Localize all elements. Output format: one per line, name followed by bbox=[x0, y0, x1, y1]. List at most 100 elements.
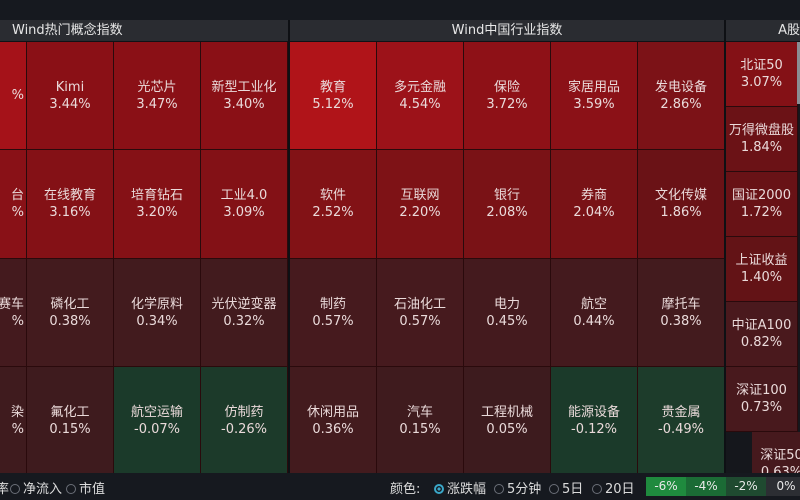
index-tile[interactable]: 文化传媒 1.86% bbox=[638, 150, 725, 259]
tile-name: 多元金融 bbox=[393, 79, 446, 95]
index-tile[interactable]: 培育钻石 3.20% bbox=[114, 150, 201, 259]
index-tile[interactable]: 在线教育 3.16% bbox=[27, 150, 114, 259]
index-tile[interactable]: 赛车% bbox=[0, 259, 27, 367]
tile-change-pct: 1.84% bbox=[740, 140, 783, 155]
index-tile[interactable]: 银行 2.08% bbox=[464, 150, 551, 259]
index-tile[interactable]: 航空运输 -0.07% bbox=[114, 367, 201, 475]
index-tile[interactable]: 摩托车 0.38% bbox=[638, 259, 725, 367]
index-tile[interactable]: 台% bbox=[0, 150, 27, 259]
tile-name: 工业4.0 bbox=[220, 188, 268, 203]
index-tile[interactable]: 磷化工 0.38% bbox=[27, 259, 114, 367]
index-tile[interactable]: 氟化工 0.15% bbox=[27, 367, 114, 475]
index-tile[interactable]: 能源设备 -0.12% bbox=[551, 367, 638, 475]
index-tile[interactable]: 光伏逆变器 0.32% bbox=[201, 259, 288, 367]
tile-change-pct: 0.36% bbox=[312, 421, 354, 437]
size-option-net-inflow[interactable]: 净流入 bbox=[10, 478, 62, 497]
panel-title-text: Wind中国行业指数 bbox=[451, 23, 563, 38]
option-label: 5分钟 bbox=[507, 482, 542, 497]
tile-change-pct: 2.86% bbox=[660, 96, 702, 112]
panel-title: A股 bbox=[726, 20, 800, 42]
tile-change-pct: 1.40% bbox=[740, 270, 783, 285]
top-bar bbox=[0, 0, 800, 20]
index-tile[interactable]: 光芯片 3.47% bbox=[114, 42, 201, 150]
index-tile[interactable]: 贵金属 -0.49% bbox=[638, 367, 725, 475]
color-option-change[interactable]: 涨跌幅 bbox=[434, 478, 486, 497]
tile-change-pct: 0.05% bbox=[486, 421, 528, 437]
tile-change-pct: 0.32% bbox=[223, 313, 265, 329]
index-tile[interactable]: 深证100 0.73% bbox=[726, 367, 798, 432]
index-tile[interactable]: 互联网 2.20% bbox=[377, 150, 464, 259]
index-tile[interactable]: 教育 5.12% bbox=[290, 42, 377, 150]
size-option-market-cap[interactable]: 市值 bbox=[66, 478, 105, 497]
index-tile[interactable]: 家居用品 3.59% bbox=[551, 42, 638, 150]
scrollbar-thumb[interactable] bbox=[797, 42, 800, 104]
radio-icon[interactable] bbox=[494, 484, 504, 494]
tile-name: 贵金属 bbox=[661, 404, 701, 420]
option-label: 涨跌幅 bbox=[447, 482, 487, 497]
index-tile[interactable]: 化学原料 0.34% bbox=[114, 259, 201, 367]
legend-swatch: 0% bbox=[766, 477, 800, 496]
index-tile[interactable]: 工程机械 0.05% bbox=[464, 367, 551, 475]
tile-change-pct: 2.08% bbox=[486, 205, 528, 220]
index-tile[interactable]: 制药 0.57% bbox=[290, 259, 377, 367]
index-tile[interactable]: 发电设备 2.86% bbox=[638, 42, 725, 150]
tile-name: 发电设备 bbox=[654, 79, 707, 95]
radio-icon[interactable] bbox=[66, 484, 76, 494]
tile-change-pct: 1.72% bbox=[740, 205, 783, 220]
tile-change-pct: 2.52% bbox=[312, 205, 354, 220]
index-tile[interactable]: 万得微盘股 1.84% bbox=[726, 107, 798, 172]
index-tile[interactable]: 染% bbox=[0, 367, 27, 475]
index-tile[interactable]: 工业4.0 3.09% bbox=[201, 150, 288, 259]
tile-name: 工程机械 bbox=[480, 404, 533, 420]
tile-change-pct: -0.12% bbox=[571, 421, 617, 437]
tile-change-pct: % bbox=[11, 88, 24, 103]
radio-icon[interactable] bbox=[592, 484, 602, 494]
index-tile[interactable]: 北证50 3.07% bbox=[726, 42, 798, 107]
option-label: 率 bbox=[0, 482, 10, 497]
tile-name: 航空 bbox=[580, 296, 607, 312]
tile-name: 石油化工 bbox=[393, 296, 446, 312]
color-option-20day[interactable]: 20日 bbox=[592, 478, 635, 497]
size-option-rate[interactable]: 率 bbox=[0, 478, 9, 497]
tile-change-pct: 2.20% bbox=[399, 205, 441, 220]
tile-change-pct: 0.44% bbox=[573, 313, 615, 329]
tile-name: 台 bbox=[10, 188, 24, 203]
index-tile[interactable]: 中证A100 0.82% bbox=[726, 302, 798, 367]
index-tile[interactable]: % bbox=[0, 42, 27, 150]
index-tile[interactable]: 新型工业化 3.40% bbox=[201, 42, 288, 150]
tile-name: 赛车 bbox=[0, 296, 24, 312]
tile-name: 能源设备 bbox=[567, 404, 620, 420]
radio-selected-icon[interactable] bbox=[434, 484, 444, 494]
index-tile[interactable]: 仿制药 -0.26% bbox=[201, 367, 288, 475]
tile-name: 万得微盘股 bbox=[728, 123, 794, 138]
index-tile[interactable]: 保险 3.72% bbox=[464, 42, 551, 150]
tile-change-pct: 0.45% bbox=[486, 313, 528, 329]
color-option-5day[interactable]: 5日 bbox=[549, 478, 583, 497]
option-label: 20日 bbox=[605, 482, 635, 497]
color-scale-legend: -6% -4% -2% 0% bbox=[646, 477, 800, 496]
index-tile[interactable]: 上证收益 1.40% bbox=[726, 237, 798, 302]
radio-icon[interactable] bbox=[549, 484, 559, 494]
index-tile[interactable]: Kimi 3.44% bbox=[27, 42, 114, 150]
tile-name: 电力 bbox=[493, 296, 520, 312]
index-tile[interactable]: 汽车 0.15% bbox=[377, 367, 464, 475]
tile-change-pct: 3.20% bbox=[136, 205, 178, 220]
color-option-5min[interactable]: 5分钟 bbox=[494, 478, 541, 497]
tile-name: 培育钻石 bbox=[130, 188, 183, 203]
panel-industry-indices: Wind中国行业指数 教育 5.12% 多元金融 4.54% 保险 3.72% 家居用品 3.… bbox=[290, 20, 725, 475]
index-tile[interactable]: 休闲用品 0.36% bbox=[290, 367, 377, 475]
radio-icon[interactable] bbox=[10, 484, 20, 494]
index-tile[interactable]: 软件 2.52% bbox=[290, 150, 377, 259]
index-tile[interactable]: 石油化工 0.57% bbox=[377, 259, 464, 367]
tile-change-pct: 3.72% bbox=[486, 96, 528, 112]
tile-name: 休闲用品 bbox=[306, 404, 359, 420]
legend-swatch: -6% bbox=[646, 477, 686, 496]
index-tile[interactable]: 国证2000 1.72% bbox=[726, 172, 798, 237]
tile-change-pct: 0.34% bbox=[136, 313, 178, 329]
index-tile[interactable]: 多元金融 4.54% bbox=[377, 42, 464, 150]
index-tile[interactable]: 券商 2.04% bbox=[551, 150, 638, 259]
tile-name: 深证100 bbox=[736, 383, 787, 398]
index-tile[interactable]: 电力 0.45% bbox=[464, 259, 551, 367]
tile-change-pct: -0.49% bbox=[658, 421, 704, 437]
index-tile[interactable]: 航空 0.44% bbox=[551, 259, 638, 367]
